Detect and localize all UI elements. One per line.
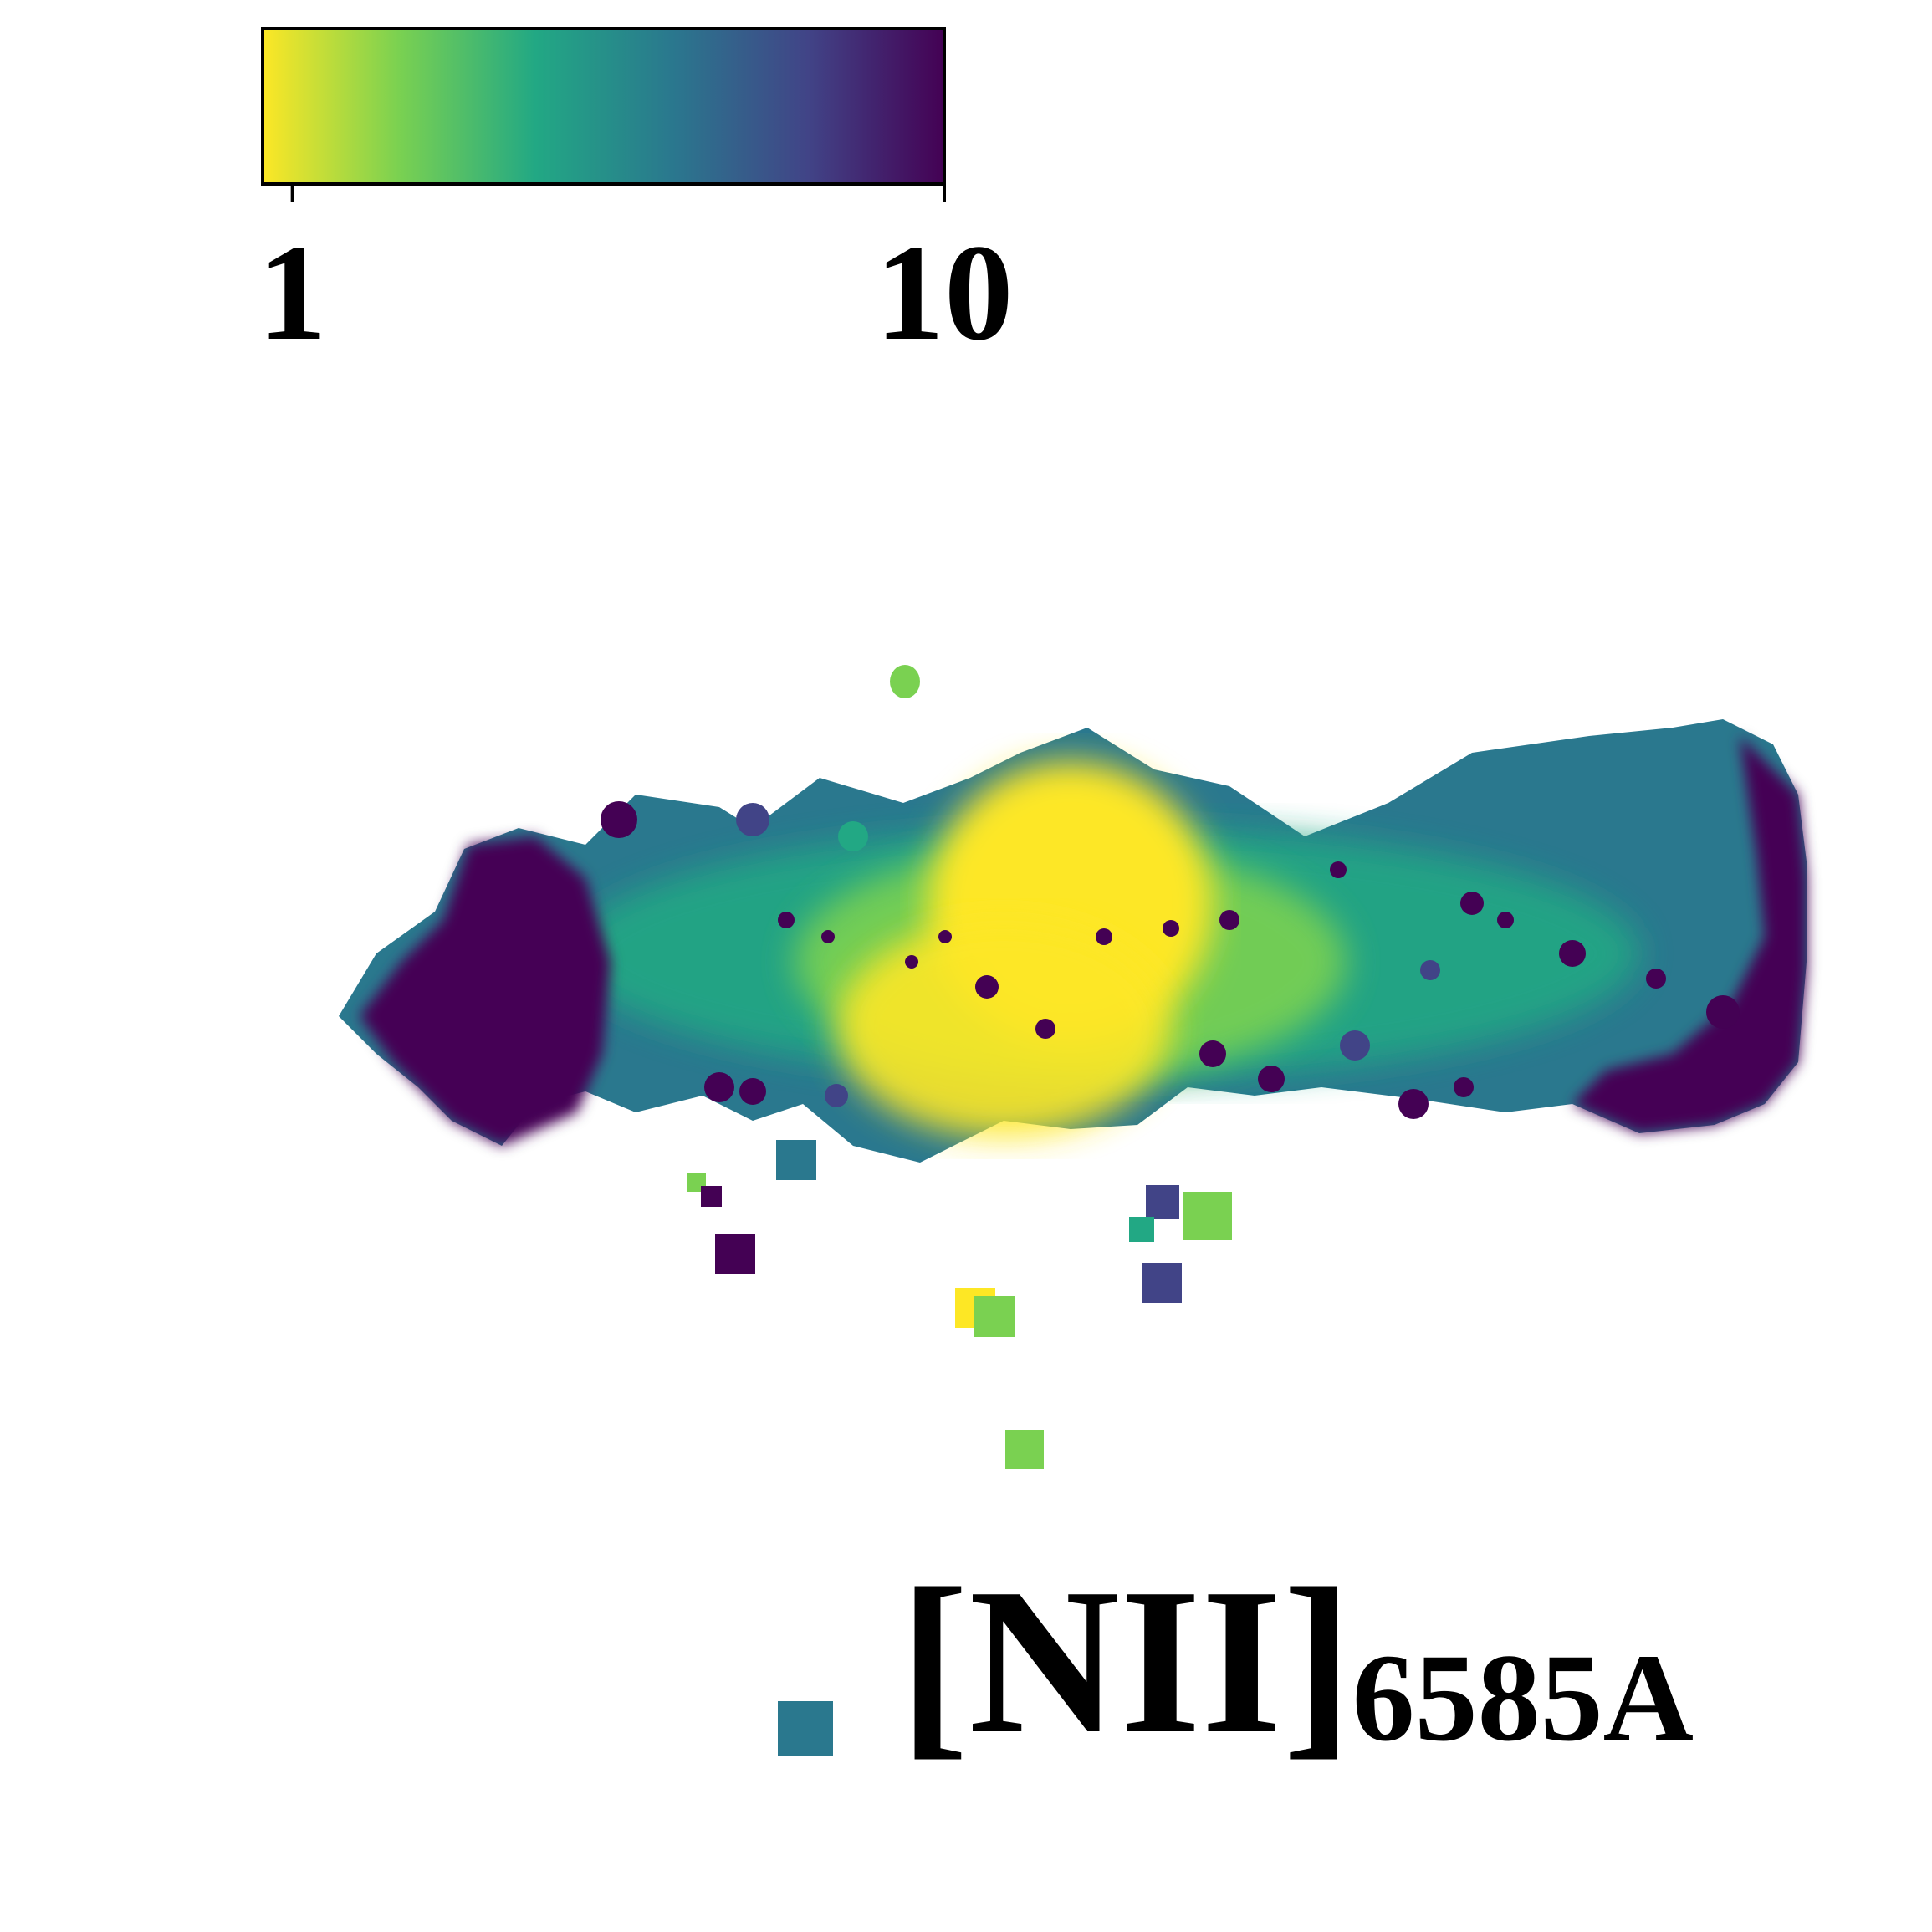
map-square-teal-b	[778, 1701, 833, 1756]
map-square-teal-a	[776, 1140, 816, 1180]
map-blob-25	[905, 955, 918, 969]
line-label-main: [NII]	[899, 1546, 1352, 1777]
emission-map	[339, 665, 1807, 1756]
colorbar-tick-label-0: 1	[258, 216, 327, 369]
map-blob-21	[1398, 1089, 1429, 1119]
map-square-purple-b	[715, 1234, 755, 1274]
colorbar-ticks: 1 10	[258, 184, 1014, 369]
map-blob-11	[1646, 969, 1666, 989]
map-blob-24	[821, 930, 835, 943]
map-core-yellow-lower	[836, 920, 1171, 1137]
map-blob-1	[736, 803, 769, 836]
map-blob-3	[975, 975, 999, 999]
map-square-purple-a	[701, 1186, 722, 1207]
map-blob-18	[704, 1072, 734, 1102]
map-blob-6	[1163, 920, 1179, 937]
map-blob-2	[838, 821, 868, 851]
map-blob-12	[1706, 995, 1740, 1029]
colorbar: 1 10	[258, 27, 1014, 369]
map-blob-7	[1219, 910, 1239, 930]
colorbar-gradient	[261, 27, 946, 186]
map-square-lime-c	[1183, 1192, 1232, 1240]
map-blob-9	[1497, 912, 1514, 928]
line-label: [NII]6585A	[899, 1546, 1694, 1777]
map-square-indigo-b	[1142, 1263, 1182, 1303]
map-left-purple	[360, 836, 611, 1146]
map-blob-17	[1340, 1030, 1370, 1061]
map-blob-8	[1460, 892, 1484, 915]
map-blob-14	[1330, 861, 1347, 878]
map-blob-10	[1559, 940, 1586, 967]
map-blob-4	[1035, 1019, 1055, 1039]
map-blob-15	[1199, 1040, 1226, 1067]
map-blob-5	[1096, 928, 1112, 945]
map-square-lime-b	[974, 1296, 1015, 1337]
map-square-green	[1129, 1217, 1154, 1242]
map-outlier-top	[890, 665, 920, 698]
map-blob-23	[778, 912, 795, 928]
map-heat-layer	[339, 665, 1807, 1756]
map-right-purple	[1572, 736, 1807, 1133]
map-square-lime-d	[1005, 1430, 1044, 1469]
map-blob-19	[739, 1078, 766, 1105]
map-blob-26	[938, 930, 952, 943]
map-blob-0	[601, 801, 637, 838]
map-blob-16	[1258, 1066, 1285, 1092]
map-blob-20	[825, 1084, 848, 1107]
line-label-subscript: 6585A	[1352, 1628, 1694, 1767]
map-blob-22	[1454, 1077, 1474, 1097]
map-square-indigo-a	[1146, 1185, 1179, 1219]
colorbar-tick-label-1: 10	[876, 216, 1014, 369]
map-blob-13	[1420, 960, 1440, 980]
